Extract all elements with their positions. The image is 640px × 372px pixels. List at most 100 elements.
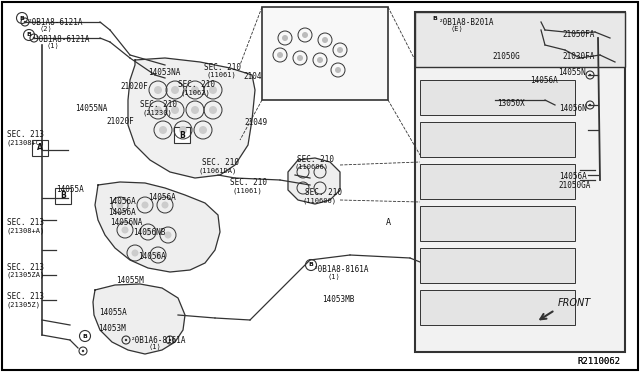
Text: 21050GA: 21050GA xyxy=(558,181,590,190)
Text: 14056A: 14056A xyxy=(138,252,166,261)
Circle shape xyxy=(164,231,172,238)
Text: 14053MB: 14053MB xyxy=(322,295,355,304)
Text: 21049+A: 21049+A xyxy=(243,72,275,81)
Text: 14055A: 14055A xyxy=(99,308,127,317)
Bar xyxy=(32,140,48,156)
Circle shape xyxy=(131,250,138,257)
Text: (11061): (11061) xyxy=(233,187,263,193)
Circle shape xyxy=(459,138,461,140)
Text: 21049: 21049 xyxy=(244,118,267,127)
Circle shape xyxy=(434,138,436,140)
Text: 21030FA: 21030FA xyxy=(562,52,595,61)
Circle shape xyxy=(191,106,199,114)
Text: ⟨2⟩: ⟨2⟩ xyxy=(40,26,52,32)
Text: ⟨E⟩: ⟨E⟩ xyxy=(451,26,464,32)
Polygon shape xyxy=(93,284,185,354)
Bar xyxy=(55,188,71,204)
Circle shape xyxy=(434,222,436,224)
Bar xyxy=(420,80,575,115)
Text: 14055NA: 14055NA xyxy=(75,104,108,113)
Text: ⟨1⟩: ⟨1⟩ xyxy=(47,43,60,49)
Bar xyxy=(420,206,575,241)
Bar xyxy=(415,12,625,67)
Circle shape xyxy=(141,202,148,208)
Text: ²0B1A8-6121A: ²0B1A8-6121A xyxy=(28,18,83,27)
Text: (21230): (21230) xyxy=(143,109,173,115)
Text: B: B xyxy=(20,16,24,20)
Circle shape xyxy=(434,264,436,266)
Circle shape xyxy=(297,55,303,61)
Text: ²0B1A8-6121A: ²0B1A8-6121A xyxy=(35,35,90,44)
Circle shape xyxy=(434,180,436,182)
Text: 21050G: 21050G xyxy=(492,52,520,61)
Circle shape xyxy=(589,104,591,106)
Circle shape xyxy=(484,180,486,182)
Circle shape xyxy=(534,306,536,308)
Text: (110606): (110606) xyxy=(302,197,336,203)
Text: SEC. 210: SEC. 210 xyxy=(230,178,267,187)
Text: 14055M: 14055M xyxy=(116,276,144,285)
Circle shape xyxy=(509,222,511,224)
Circle shape xyxy=(116,202,124,208)
Text: 14056A: 14056A xyxy=(559,172,587,181)
Circle shape xyxy=(484,306,486,308)
Text: 13050X: 13050X xyxy=(497,99,525,108)
Circle shape xyxy=(154,106,162,114)
Text: 14055N: 14055N xyxy=(558,68,586,77)
Text: B: B xyxy=(60,192,66,201)
Text: SEC.213: SEC.213 xyxy=(328,53,355,58)
Bar xyxy=(415,12,625,352)
Circle shape xyxy=(434,306,436,308)
Circle shape xyxy=(509,306,511,308)
Bar xyxy=(174,127,190,143)
Circle shape xyxy=(589,74,591,76)
Circle shape xyxy=(179,126,187,134)
Text: ²0B1A8-B201A: ²0B1A8-B201A xyxy=(439,18,495,27)
Circle shape xyxy=(24,21,26,23)
Text: B: B xyxy=(27,32,31,38)
Text: SEC. 210: SEC. 210 xyxy=(178,80,215,89)
Text: SEC. 213: SEC. 213 xyxy=(7,218,44,227)
Text: (11062): (11062) xyxy=(181,89,211,96)
Text: SEC. 210: SEC. 210 xyxy=(305,188,342,197)
Circle shape xyxy=(169,339,172,341)
Circle shape xyxy=(459,306,461,308)
Text: B: B xyxy=(308,263,314,267)
Circle shape xyxy=(209,86,217,94)
Circle shape xyxy=(459,222,461,224)
Circle shape xyxy=(171,86,179,94)
Text: B: B xyxy=(433,16,437,20)
Polygon shape xyxy=(95,182,220,272)
Circle shape xyxy=(459,96,461,98)
Circle shape xyxy=(282,35,288,41)
Text: B: B xyxy=(179,131,185,140)
Text: 14056NB: 14056NB xyxy=(133,228,165,237)
Bar xyxy=(420,290,575,325)
Polygon shape xyxy=(128,58,255,178)
Text: A: A xyxy=(37,144,43,153)
Text: FRONT: FRONT xyxy=(558,298,591,308)
Circle shape xyxy=(534,222,536,224)
Polygon shape xyxy=(288,158,340,204)
Text: 21050FA: 21050FA xyxy=(562,30,595,39)
Circle shape xyxy=(171,106,179,114)
Circle shape xyxy=(161,202,168,208)
Circle shape xyxy=(199,126,207,134)
Circle shape xyxy=(534,180,536,182)
Circle shape xyxy=(509,264,511,266)
Bar xyxy=(420,164,575,199)
Circle shape xyxy=(579,34,581,36)
Circle shape xyxy=(154,251,161,259)
Text: 14055A: 14055A xyxy=(56,185,84,194)
Circle shape xyxy=(337,47,343,53)
Text: VIEW 'A': VIEW 'A' xyxy=(270,9,307,18)
Circle shape xyxy=(581,59,583,61)
Text: SEC. 210: SEC. 210 xyxy=(204,63,241,72)
Text: (21331): (21331) xyxy=(330,62,356,67)
Text: (11061): (11061) xyxy=(207,72,237,78)
Text: 14056A: 14056A xyxy=(108,208,136,217)
Text: ⟨1⟩: ⟨1⟩ xyxy=(328,274,340,280)
Circle shape xyxy=(424,264,426,266)
Text: 21020F: 21020F xyxy=(106,117,134,126)
Text: 14053NA: 14053NA xyxy=(148,68,180,77)
